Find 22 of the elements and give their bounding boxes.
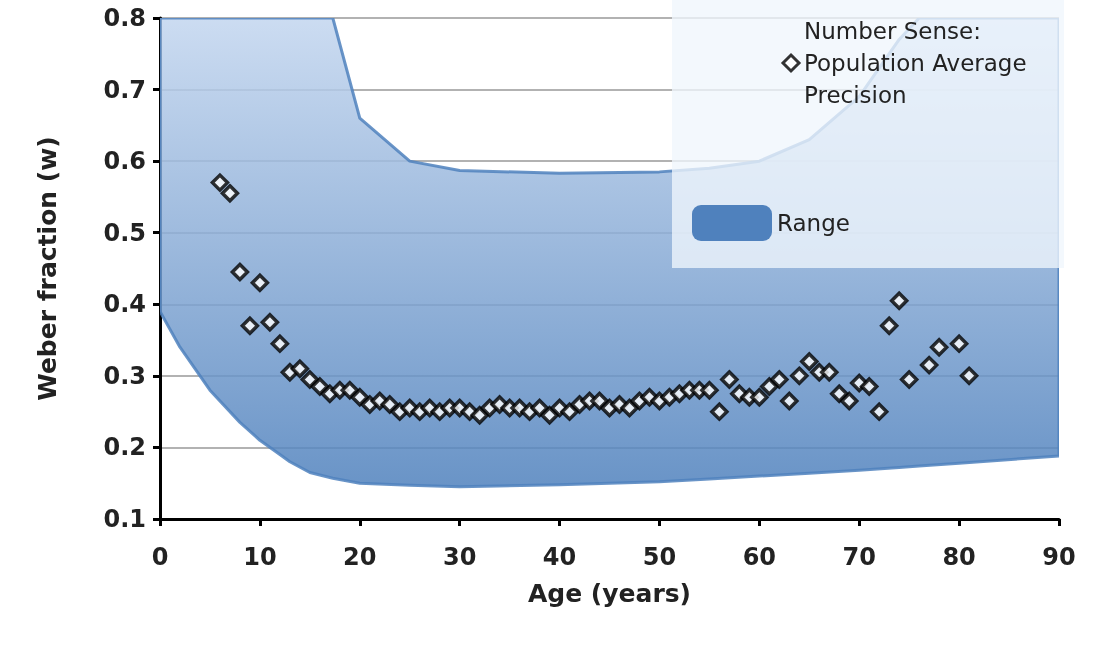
y-tick-label: 0.5: [103, 218, 146, 247]
y-tick-label: 0.4: [103, 290, 146, 319]
y-tick-label: 0.7: [103, 75, 146, 104]
y-tick-label: 0.8: [103, 4, 146, 32]
x-tick-label: 40: [542, 543, 577, 571]
x-tick-label: 60: [742, 543, 777, 571]
x-tick-label: 80: [942, 543, 976, 571]
y-tick-label: 0.3: [103, 361, 146, 390]
x-tick-label: 10: [243, 543, 277, 571]
y-axis-title: Weber fraction (w): [33, 136, 62, 401]
y-tick-label: 0.2: [103, 433, 146, 462]
x-axis-title: Age (years): [527, 579, 692, 608]
x-tick-label: 50: [642, 543, 677, 571]
x-tick-label: 30: [442, 543, 477, 571]
x-tick-label: 90: [1042, 543, 1076, 571]
x-tick-label: 0: [151, 543, 169, 571]
y-tick-label: 0.6: [103, 147, 146, 176]
legend-label: Range: [777, 210, 850, 236]
x-tick-label: 70: [842, 543, 876, 571]
y-tick-label: 0.1: [103, 505, 146, 533]
x-tick-label: 20: [343, 543, 377, 571]
legend-label: Number Sense: Population Average Precision: [804, 18, 1034, 108]
